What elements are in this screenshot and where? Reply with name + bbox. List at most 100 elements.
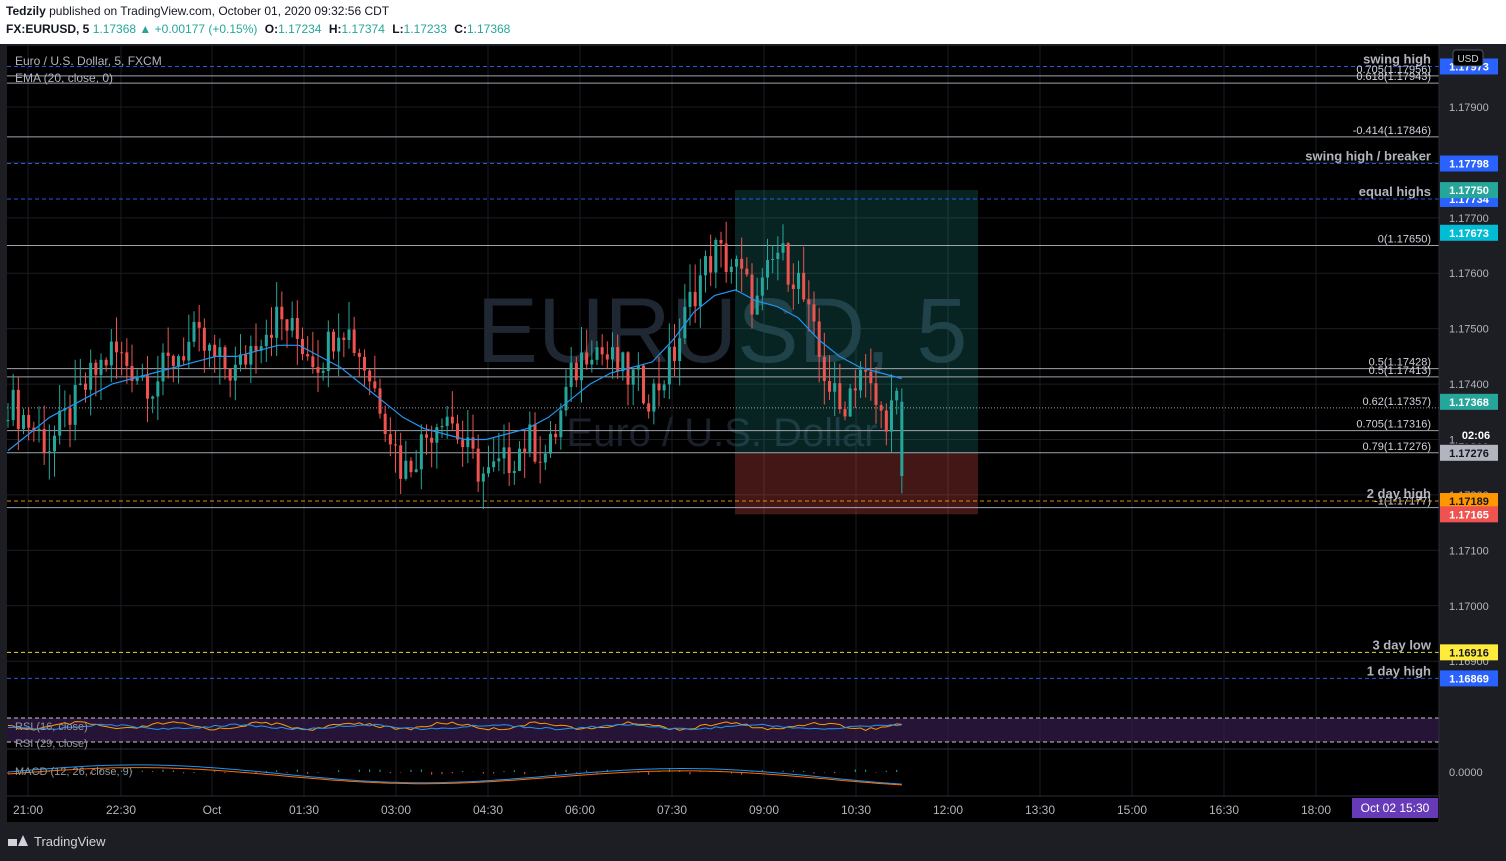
- candle-body: [874, 383, 878, 406]
- candle-body: [311, 356, 315, 368]
- stop-price-tag-box: [1440, 506, 1498, 523]
- candle-body: [425, 434, 428, 438]
- candle-body: [430, 437, 434, 443]
- candle-body: [523, 448, 527, 452]
- stop-zone[interactable]: [735, 452, 978, 515]
- candle-body: [657, 383, 661, 391]
- legend-rsi-16[interactable]: RSI (16, close): [15, 721, 88, 733]
- level-label: equal highs: [1359, 184, 1431, 199]
- candle-body: [171, 355, 175, 366]
- publish-line: Tedzily published on TradingView.com, Oc…: [6, 4, 389, 18]
- candle-body: [714, 239, 718, 273]
- legend-ema[interactable]: EMA (20, close, 0): [15, 71, 113, 85]
- candle-body: [585, 352, 589, 365]
- candle-body: [295, 317, 299, 339]
- candle-body: [797, 272, 800, 289]
- close-value: 1.17368: [466, 22, 511, 36]
- candle-body: [187, 341, 191, 361]
- candle-body: [549, 433, 552, 454]
- level-price-tag-value: 1.17276: [1449, 448, 1489, 460]
- rsi-pane: [7, 717, 1439, 750]
- candle-body: [864, 369, 868, 372]
- candle-body: [58, 410, 62, 436]
- candle-body: [704, 256, 707, 276]
- candle-body: [115, 341, 118, 353]
- ema-line: [7, 289, 902, 452]
- candle-body: [37, 428, 41, 431]
- price-tick-label: 1.17000: [1449, 601, 1489, 613]
- chart-legend: Euro / U.S. Dollar, 5, FXCM EMA (20, clo…: [15, 54, 162, 778]
- symbol-name: FX:EURUSD, 5: [6, 22, 90, 36]
- candle-body: [791, 284, 795, 289]
- level-price-tag-box: [1440, 393, 1498, 410]
- candle-body: [481, 473, 485, 482]
- candle-body: [559, 410, 563, 438]
- candle-body: [135, 377, 139, 382]
- candle-body: [884, 410, 888, 432]
- candle-body: [120, 352, 124, 354]
- tradingview-logo[interactable]: TradingView: [8, 834, 106, 849]
- candle-body: [869, 371, 873, 384]
- author-name[interactable]: Tedzily: [6, 4, 46, 18]
- time-axis[interactable]: 21:00 22:30 Oct 01:30 03:00 04:30 06:00 07:30 09…: [13, 798, 1438, 818]
- macd-zero-label: 0.0000: [1449, 767, 1483, 779]
- legend-title[interactable]: Euro / U.S. Dollar, 5, FXCM: [15, 54, 162, 68]
- candle-body: [285, 319, 289, 331]
- candle-body: [471, 437, 475, 449]
- candle-body: [332, 331, 335, 352]
- candle-body: [151, 396, 155, 399]
- candle-body: [177, 356, 180, 366]
- currency-button-box[interactable]: [1452, 49, 1484, 67]
- candle-body: [290, 317, 294, 331]
- candle-body: [68, 408, 72, 425]
- candle-body: [378, 388, 382, 414]
- candle-body: [745, 268, 749, 275]
- candle-body: [435, 427, 439, 443]
- time-tick-label: 16:30: [1209, 803, 1239, 817]
- candle-body: [73, 384, 77, 425]
- time-tick-label: 03:00: [381, 803, 411, 817]
- candle-body: [342, 337, 346, 341]
- candle-body: [859, 369, 862, 391]
- candle-body: [580, 352, 583, 381]
- chart-area[interactable]: EURUSD, 5 Euro / U.S. Dollar swing high0…: [0, 44, 1506, 826]
- candle-body: [414, 469, 418, 473]
- open-value: 1.17234: [278, 22, 322, 36]
- high-label: H:: [328, 22, 342, 36]
- candle-body: [890, 400, 893, 432]
- legend-rsi-29[interactable]: RSI (29, close): [15, 738, 88, 750]
- time-tick-label: 15:00: [1117, 803, 1147, 817]
- candle-body: [53, 435, 56, 452]
- currency-label[interactable]: USD: [1457, 54, 1478, 65]
- candle-body: [373, 381, 377, 389]
- high-value: 1.17374: [341, 22, 385, 36]
- level-label: 1 day high: [1367, 663, 1431, 678]
- publish-header: Tedzily published on TradingView.com, Oc…: [0, 0, 1506, 44]
- candle-body: [838, 383, 842, 410]
- current-time-box: [1352, 798, 1438, 818]
- candle-body: [476, 448, 480, 482]
- level-label: -1(1.17177): [1374, 496, 1431, 508]
- watermark-symbol: EURUSD, 5: [477, 280, 968, 382]
- watermark-name: Euro / U.S. Dollar: [566, 411, 877, 455]
- candle-body: [16, 389, 20, 429]
- candle-body: [636, 365, 640, 370]
- level-label: 0.5(1.17428): [1369, 357, 1431, 369]
- candle-body: [22, 414, 25, 429]
- candle-body: [363, 356, 366, 371]
- level-price-tag-value: 1.16869: [1449, 673, 1489, 685]
- candle-body: [900, 401, 904, 477]
- position-box[interactable]: [735, 190, 978, 515]
- candle-body: [786, 243, 790, 285]
- profit-zone[interactable]: [735, 190, 978, 453]
- currency-button[interactable]: USD: [1452, 49, 1484, 67]
- legend-macd[interactable]: MACD (12, 26, close, 9): [15, 766, 132, 778]
- candle-body: [161, 352, 165, 382]
- candle-body: [352, 329, 356, 353]
- low-value: 1.17233: [403, 22, 447, 36]
- publish-info: published on TradingView.com, October 01…: [45, 4, 390, 18]
- level-price-tag-box: [1440, 493, 1498, 510]
- level-label: 2 day high: [1367, 486, 1431, 501]
- candle-body: [688, 291, 692, 307]
